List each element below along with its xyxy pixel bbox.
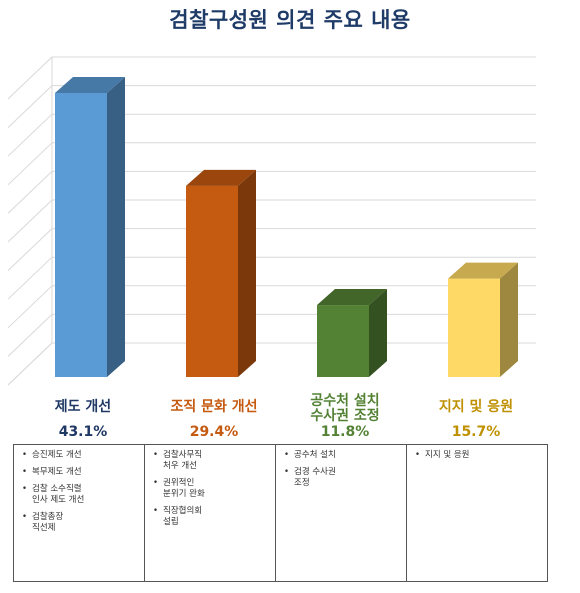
gridline-side (7, 199, 53, 243)
category-label: 지지 및 응원 (438, 399, 514, 415)
bar (186, 185, 238, 377)
note-box: 지지 및 응원 (406, 444, 548, 582)
gridline-side (7, 256, 53, 300)
gridline-side (7, 85, 53, 128)
note-item: 권위적인 분위기 완화 (153, 478, 279, 500)
bar (448, 278, 500, 377)
bar-side (107, 77, 125, 377)
gridline-side (7, 142, 53, 186)
note-item: 공수처 설치 (284, 450, 410, 461)
gridline-side (7, 56, 53, 100)
bar-top (448, 262, 518, 279)
bar-side (369, 289, 387, 377)
category-label: 조직 문화 개선 (170, 399, 258, 415)
note-item: 복무제도 개선 (22, 467, 148, 478)
data-label: 11.8% (320, 424, 370, 440)
gridline-side (7, 342, 53, 386)
category-label: 제도 개선 (54, 399, 112, 415)
note-item: 승진제도 개선 (22, 450, 148, 461)
gridline-side (7, 228, 53, 271)
bar (55, 93, 107, 377)
chart-title: 검찰구성원 의견 주요 내용 (169, 8, 411, 32)
gridline-side (7, 314, 53, 357)
bar (317, 305, 369, 377)
bar-top (186, 169, 256, 186)
category-label: 공수처 설치 수사권 조정 (310, 393, 380, 424)
data-label: 29.4% (189, 424, 239, 440)
note-list: 승진제도 개선복무제도 개선검찰 소수직렬 인사 제도 개선검찰총장 직선제 (18, 450, 148, 534)
note-list: 검찰사무직 처우 개선권위적인 분위기 완화직장협의회 설립 (149, 450, 279, 528)
note-box: 공수처 설치검경 수사권 조정 (275, 444, 417, 582)
gridline-side (7, 285, 53, 329)
note-item: 검찰 소수직렬 인사 제도 개선 (22, 484, 148, 506)
bar-side (238, 169, 256, 377)
note-box: 검찰사무직 처우 개선권위적인 분위기 완화직장협의회 설립 (144, 444, 286, 582)
bar-top (317, 289, 387, 306)
bar-side (500, 262, 518, 377)
gridline-side (7, 113, 53, 157)
note-box: 승진제도 개선복무제도 개선검찰 소수직렬 인사 제도 개선검찰총장 직선제 (13, 444, 155, 582)
note-item: 검찰사무직 처우 개선 (153, 450, 279, 472)
bar-top (55, 77, 125, 93)
gridline-side (7, 171, 53, 214)
note-list: 공수처 설치검경 수사권 조정 (280, 450, 410, 489)
data-label: 43.1% (58, 424, 108, 440)
note-item: 검찰총장 직선제 (22, 512, 148, 534)
data-label: 15.7% (451, 424, 501, 440)
note-item: 직장협의회 설립 (153, 506, 279, 528)
note-item: 검경 수사권 조정 (284, 467, 410, 489)
note-list: 지지 및 응원 (411, 450, 541, 461)
note-item: 지지 및 응원 (415, 450, 541, 461)
